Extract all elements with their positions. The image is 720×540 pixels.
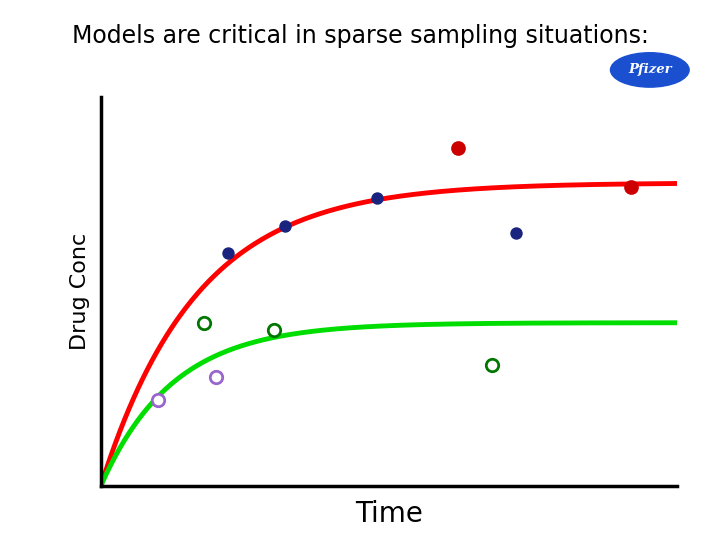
Point [153,396,164,405]
Text: Models are critical in sparse sampling situations:: Models are critical in sparse sampling s… [71,24,649,48]
Text: Pfizer: Pfizer [628,63,672,77]
Point [268,326,279,335]
Point [210,373,222,381]
Y-axis label: Drug Conc: Drug Conc [70,233,90,350]
Point [625,183,636,191]
Point [279,221,291,230]
Point [487,361,498,370]
X-axis label: Time: Time [355,500,423,528]
Point [222,248,233,257]
Point [372,194,383,202]
Point [510,229,521,238]
Point [199,319,210,327]
Ellipse shape [611,53,689,87]
Point [452,144,464,152]
